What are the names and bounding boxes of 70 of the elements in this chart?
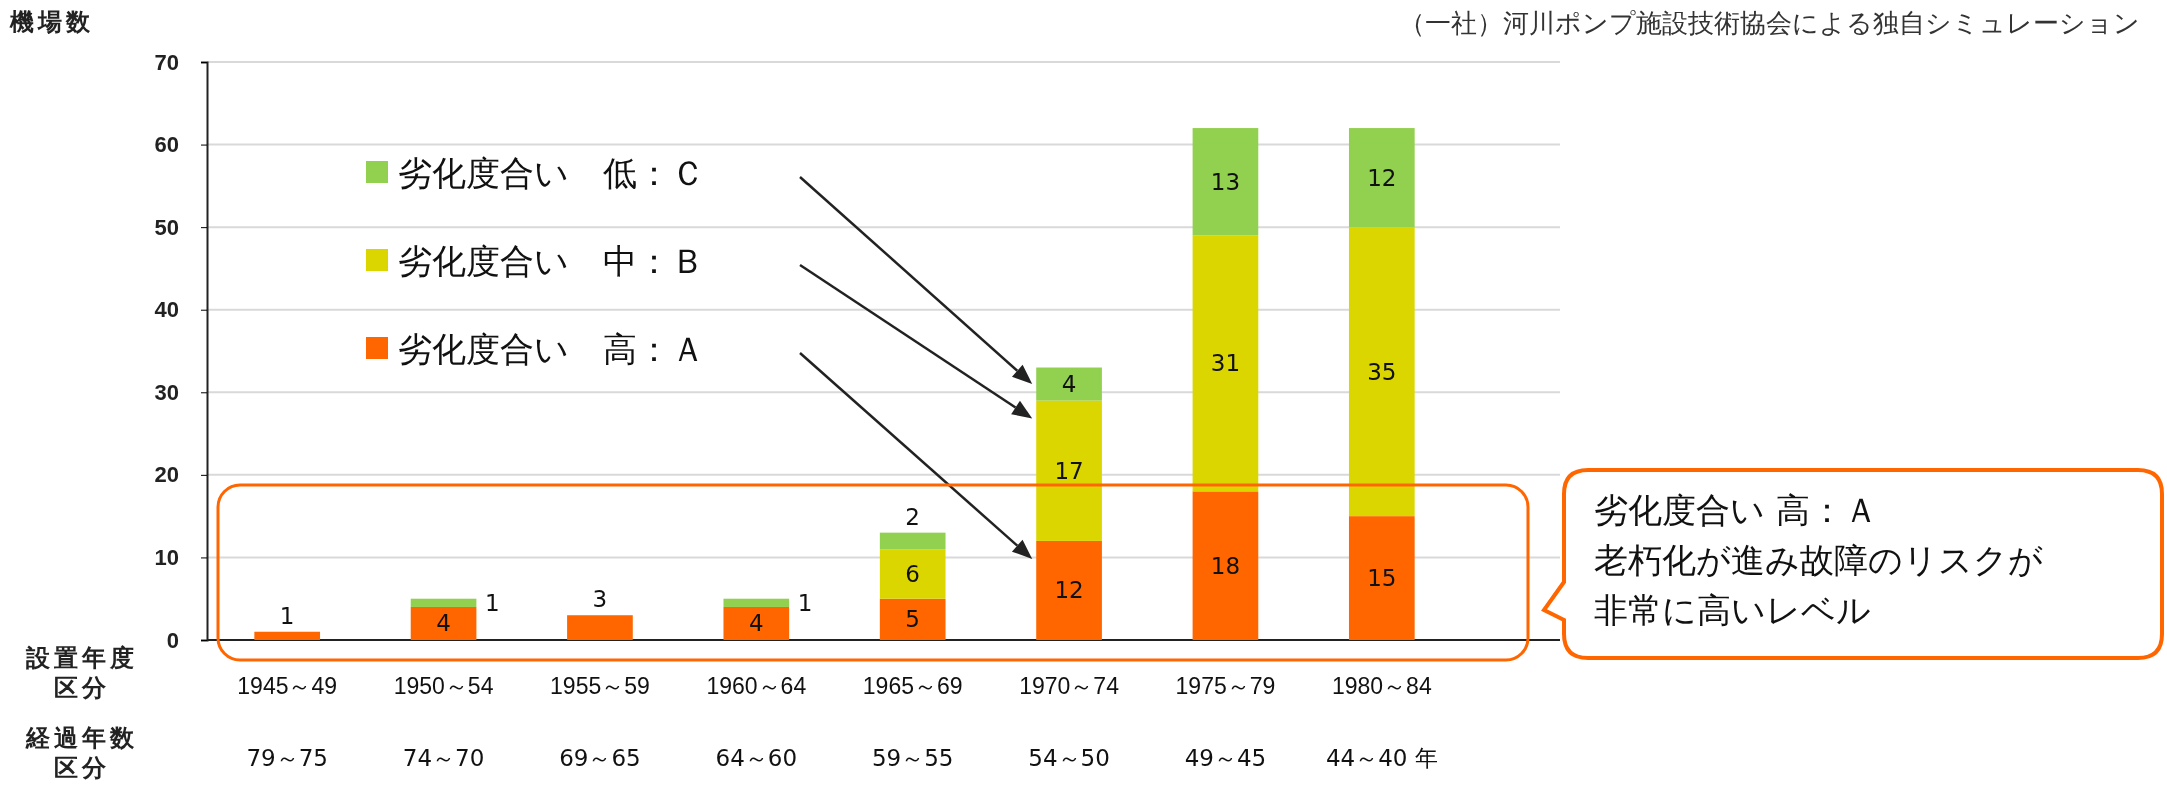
text: 54～50 bbox=[1028, 745, 1110, 771]
data-label: 6 bbox=[905, 560, 921, 587]
text: 79～75 bbox=[246, 745, 328, 771]
text: 69～65 bbox=[559, 745, 641, 771]
y-tick-label: 40 bbox=[154, 297, 179, 323]
text: 74～70 bbox=[402, 745, 485, 771]
text: 経過年数区分 bbox=[25, 724, 138, 782]
data-label: 13 bbox=[1210, 168, 1241, 195]
bar bbox=[879, 598, 946, 640]
data-label: 15 bbox=[1367, 565, 1397, 592]
bar bbox=[879, 532, 946, 550]
bar bbox=[1192, 235, 1259, 492]
data-label: 4 bbox=[436, 610, 451, 637]
y-tick-label: 10 bbox=[154, 544, 179, 570]
bar bbox=[1036, 540, 1102, 640]
legend-label: 劣化度合い 低：Ｃ bbox=[398, 153, 705, 193]
text: 64～60 bbox=[715, 745, 798, 771]
legend-label: 劣化度合い 中：Ｂ bbox=[398, 241, 705, 281]
bar bbox=[1036, 400, 1102, 541]
y-tick-label: 20 bbox=[154, 462, 179, 488]
data-label: 5 bbox=[905, 606, 921, 633]
bar bbox=[1036, 367, 1102, 401]
x-tick-label: 1975～79 bbox=[1175, 673, 1276, 700]
bar bbox=[410, 598, 477, 607]
data-label: 1 bbox=[279, 602, 295, 629]
bar bbox=[879, 549, 946, 599]
x-axis-title: 設置年度区分 bbox=[25, 644, 138, 702]
y-tick-label: 30 bbox=[154, 379, 179, 405]
data-label: 18 bbox=[1210, 552, 1241, 579]
bar bbox=[1348, 128, 1415, 228]
data-label: 4 bbox=[1061, 371, 1077, 398]
x-tick-label: 1950～54 bbox=[393, 673, 494, 700]
x-tick-label: 1955～59 bbox=[550, 673, 650, 700]
text: 非常に高いレベル bbox=[1594, 590, 1871, 630]
y-tick-label: 0 bbox=[166, 627, 179, 653]
text: 59～55 bbox=[871, 745, 954, 771]
y-axis-title: 機場数 bbox=[9, 8, 94, 36]
x-tick-label: 1945～49 bbox=[237, 673, 338, 700]
x-tick-label: 1970～74 bbox=[1019, 673, 1120, 700]
y-tick-label: 60 bbox=[154, 132, 179, 158]
data-label: 4 bbox=[748, 610, 764, 637]
data-label: 17 bbox=[1054, 457, 1084, 484]
data-label: 12 bbox=[1367, 164, 1397, 191]
y-tick-label: 50 bbox=[154, 214, 179, 240]
text: 老朽化が進み故障のリスクが bbox=[1594, 540, 2043, 580]
bar bbox=[1348, 516, 1415, 640]
bar bbox=[1192, 491, 1259, 640]
data-label: 1 bbox=[485, 589, 500, 616]
y-tick-label: 70 bbox=[154, 49, 179, 75]
x-tick-label: 1960～64 bbox=[706, 673, 807, 700]
text: （一社）河川ポンプ施設技術協会による独自シミュレーション bbox=[1399, 8, 2140, 38]
text: 劣化度合い 高：Ａ bbox=[1594, 490, 1878, 530]
bar bbox=[1192, 128, 1259, 236]
bar bbox=[723, 606, 790, 640]
data-label: 2 bbox=[905, 503, 921, 530]
bar bbox=[1348, 227, 1415, 517]
data-label: 35 bbox=[1367, 358, 1397, 385]
bar bbox=[567, 615, 633, 640]
data-label: 31 bbox=[1210, 350, 1241, 377]
bar bbox=[723, 598, 790, 607]
x-tick-label: 1965～69 bbox=[862, 673, 963, 700]
text: 44～40 年 bbox=[1325, 745, 1438, 771]
x-tick-label: 1980～84 bbox=[1331, 673, 1432, 700]
bar bbox=[254, 631, 321, 640]
data-label: 1 bbox=[797, 589, 813, 616]
legend-label: 劣化度合い 高：Ａ bbox=[398, 329, 705, 369]
data-label: 3 bbox=[592, 586, 608, 613]
data-label: 12 bbox=[1054, 577, 1084, 604]
bar bbox=[410, 606, 477, 640]
text: 49～45 bbox=[1184, 745, 1267, 771]
